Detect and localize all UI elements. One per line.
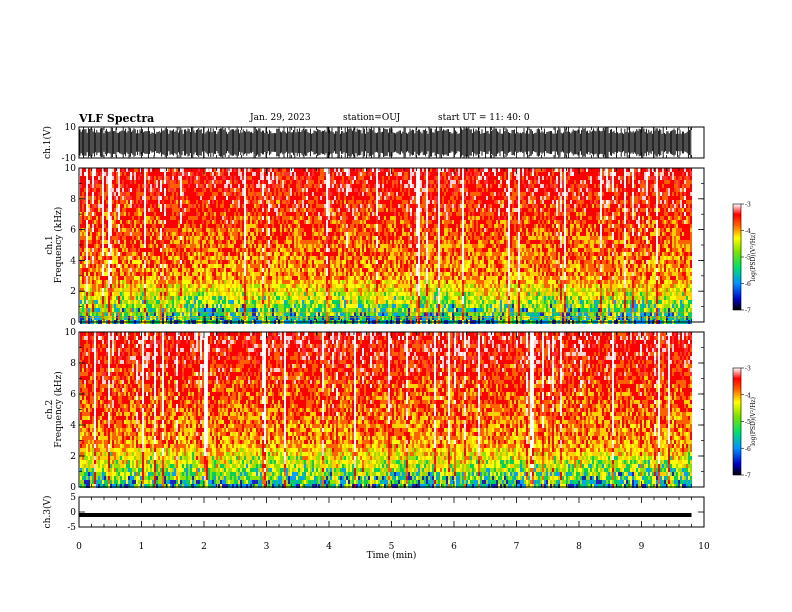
ch1-spectrogram-colorbar-tick: -3 [745,202,751,209]
x-tick-label: 10 [698,542,710,552]
ch3-waveform-ytick-label: 0 [70,508,76,518]
ch2-spectrogram-ytick-label: 8 [70,359,76,369]
ch1-spectrogram-colorbar-label: log(PSD)(V²/Hz) [750,233,757,282]
x-tick-label: 2 [201,542,207,552]
ch1-spectrogram-ytick-label: 8 [70,195,76,205]
ch1-spectrogram-ylabel-frequency: Frequency (kHz) [53,207,64,284]
x-tick-label: 1 [139,542,145,552]
ch2-spectrogram-ytick-label: 4 [70,421,76,431]
ch2-spectrogram-colorbar-label: log(PSD)(V²/Hz) [750,397,757,446]
ch1-spectrogram-ytick-label: 2 [70,287,76,297]
ch1-waveform-ylabel: ch.1(V) [42,126,53,159]
x-tick-label: 0 [76,542,82,552]
x-tick-label: 9 [639,542,645,552]
ch1-waveform-trace [80,127,691,158]
ch2-spectrogram-ytick-label: 10 [65,328,77,338]
ch2-spectrogram-ylabel-frequency: Frequency (kHz) [53,371,64,448]
ch3-waveform-ytick-label: -5 [67,523,76,533]
ch2-spectrogram-colorbar-tick: -3 [745,366,751,373]
ch2-spectrogram-ytick-label: 2 [70,452,76,462]
ch1-waveform-ytick-label: -10 [62,154,77,164]
ch2-spectrogram-colorbar-tick: -7 [745,473,751,480]
ch2-spectrogram-colorbar [733,368,741,475]
ch1-spectrogram-colorbar-tick: -7 [745,308,751,315]
ch3-waveform-ytick-label: 5 [70,493,76,503]
ch2-spectrogram-ytick-label: 0 [70,483,76,493]
ch2-spectrogram-ytick-label: 6 [70,390,76,400]
ch1-spectrogram-colorbar [733,204,741,310]
ch1-waveform-ytick-label: 10 [65,123,77,133]
x-tick-label: 6 [451,542,457,552]
x-tick-label: 8 [576,542,582,552]
ch3-waveform-ylabel: ch.3(V) [42,496,53,529]
x-axis-label: Time (min) [367,550,417,561]
ch1-spectrogram-image [79,168,704,324]
ch1-spectrogram-ytick-label: 4 [70,256,76,266]
ch1-spectrogram-ytick-label: 6 [70,226,76,236]
x-tick-label: 7 [514,542,520,552]
ch1-spectrogram-ytick-label: 10 [65,164,77,174]
x-tick-label: 3 [264,542,270,552]
ch1-spectrogram-ytick-label: 0 [70,318,76,328]
vlf-spectra-figure: 10-10ch.1(V)0246810ch.1 Frequency (kHz)-3… [0,0,792,612]
ch2-spectrogram-image [79,332,704,488]
x-tick-label: 4 [326,542,332,552]
